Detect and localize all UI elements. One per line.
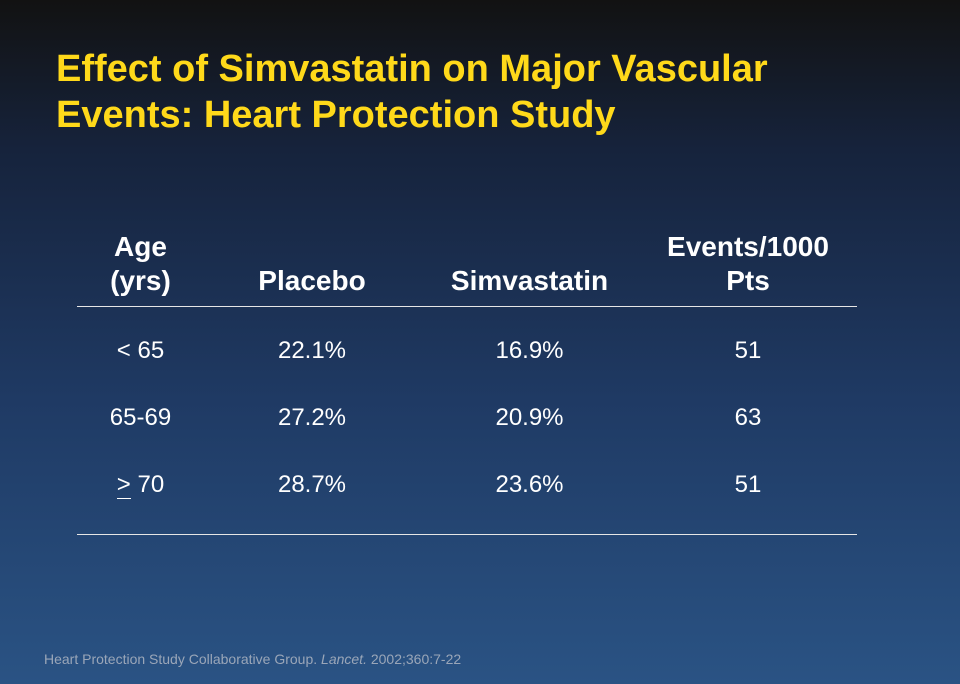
cell-age: 65-69 [109, 403, 172, 431]
slide-title-line-1: Effect of Simvastatin on Major Vascular [56, 48, 768, 90]
header-age-line-2: (yrs) [110, 265, 171, 296]
header-events: Events/1000 Pts [639, 230, 857, 306]
slide-title-line-2: Events: Heart Protection Study [56, 94, 616, 136]
table-row: > 70 28.7% 23.6% 51 [77, 451, 857, 518]
table-row: < 65 22.1% 16.9% 51 [77, 317, 857, 384]
cell-simvastatin: 20.9% [495, 403, 564, 431]
table-body: < 65 22.1% 16.9% 51 65-69 27.2% 20.9% 63… [77, 307, 857, 535]
table-header-row: Age (yrs) Placebo Simvastatin Events/100… [77, 226, 857, 307]
header-placebo-label: Placebo [258, 265, 366, 296]
header-events-line-1: Events/1000 [667, 231, 829, 262]
cell-age: > 70 [77, 470, 204, 500]
header-age-line-1: Age [114, 231, 167, 262]
greater-or-equal-symbol: > [116, 470, 131, 499]
cell-events: 63 [734, 403, 762, 431]
cell-events: 51 [734, 336, 762, 364]
header-simvastatin-label: Simvastatin [450, 265, 609, 296]
cell-age-value: 70 [130, 470, 165, 498]
cell-placebo: 27.2% [277, 403, 347, 431]
cell-simvastatin: 16.9% [495, 336, 564, 364]
header-placebo: Placebo [204, 264, 420, 306]
citation-footnote: Heart Protection Study Collaborative Gro… [44, 651, 461, 667]
cell-placebo: 28.7% [277, 470, 347, 498]
cell-events: 51 [734, 470, 762, 498]
cell-simvastatin: 23.6% [495, 470, 564, 498]
header-simvastatin: Simvastatin [420, 264, 639, 306]
footnote-citation: 2002;360:7-22 [366, 651, 462, 667]
cell-age: < 65 [116, 336, 165, 364]
header-events-line-2: Pts [726, 265, 770, 296]
slide-title: Effect of Simvastatin on Major Vascular … [56, 46, 936, 138]
cell-placebo: 22.1% [277, 336, 347, 364]
footnote-authors: Heart Protection Study Collaborative Gro… [44, 651, 322, 667]
results-table: Age (yrs) Placebo Simvastatin Events/100… [77, 226, 857, 535]
footnote-journal: Lancet. [321, 651, 367, 667]
table-row: 65-69 27.2% 20.9% 63 [77, 384, 857, 451]
header-age: Age (yrs) [77, 230, 204, 306]
